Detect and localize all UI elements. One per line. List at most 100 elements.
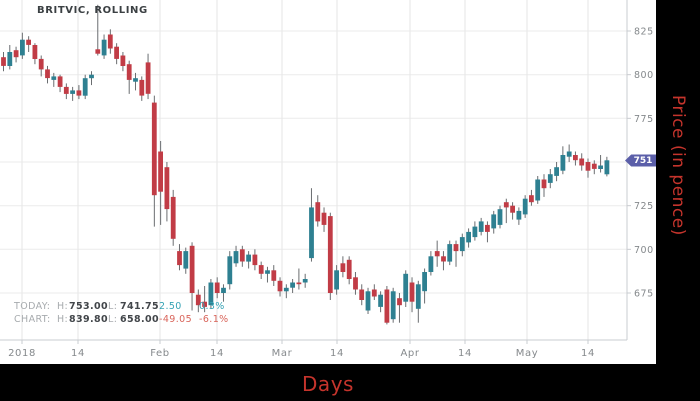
- candle[interactable]: [522, 195, 528, 218]
- candle[interactable]: [70, 86, 75, 101]
- candle[interactable]: [491, 210, 497, 234]
- candle[interactable]: [63, 83, 69, 100]
- candle[interactable]: [560, 146, 566, 175]
- candle[interactable]: [189, 242, 195, 311]
- candle[interactable]: [390, 287, 396, 323]
- candle[interactable]: [497, 205, 503, 229]
- x-axis-labels[interactable]: 2018 14 Feb 14 Mar 14 Apr 14 May 14: [8, 340, 595, 359]
- y-axis-labels[interactable]: 825 800 775 725 700 675: [627, 27, 654, 300]
- candle[interactable]: [453, 240, 459, 267]
- candle[interactable]: [107, 29, 113, 54]
- candle[interactable]: [252, 249, 258, 271]
- candle[interactable]: [277, 277, 283, 297]
- candle[interactable]: [503, 198, 509, 224]
- candle[interactable]: [415, 280, 421, 323]
- candle[interactable]: [7, 45, 13, 70]
- candle[interactable]: [378, 291, 383, 313]
- candle[interactable]: [101, 34, 107, 59]
- candle[interactable]: [145, 53, 151, 100]
- candle[interactable]: [271, 265, 277, 286]
- candle[interactable]: [177, 244, 182, 271]
- candle[interactable]: [164, 162, 170, 222]
- candle[interactable]: [38, 55, 44, 77]
- candle[interactable]: [126, 60, 132, 94]
- candle[interactable]: [120, 52, 126, 72]
- candle[interactable]: [485, 221, 490, 243]
- candle[interactable]: [258, 261, 264, 279]
- candle[interactable]: [133, 72, 138, 91]
- candle[interactable]: [158, 141, 163, 225]
- candle[interactable]: [302, 273, 308, 288]
- candle[interactable]: [315, 195, 321, 227]
- candle[interactable]: [321, 207, 327, 232]
- candlestick-chart[interactable]: 825 800 775 725 700 675 2018 14 Feb 14 Mar 14 Apr 14 M…: [0, 0, 656, 365]
- candle[interactable]: [510, 202, 515, 220]
- candle[interactable]: [428, 251, 434, 276]
- candle[interactable]: [227, 251, 233, 290]
- candle[interactable]: [45, 65, 50, 84]
- candle[interactable]: [214, 277, 220, 299]
- candle[interactable]: [26, 36, 31, 52]
- candle[interactable]: [604, 156, 610, 177]
- candle[interactable]: [397, 293, 402, 323]
- candle[interactable]: [208, 279, 214, 309]
- candle[interactable]: [296, 268, 302, 290]
- candle[interactable]: [221, 284, 226, 302]
- candle[interactable]: [459, 233, 465, 257]
- candle[interactable]: [233, 245, 239, 267]
- candle[interactable]: [541, 174, 547, 197]
- candle[interactable]: [202, 286, 207, 313]
- candle[interactable]: [529, 189, 534, 206]
- candle[interactable]: [114, 43, 119, 65]
- candle[interactable]: [466, 228, 471, 248]
- candle[interactable]: [183, 247, 189, 274]
- candle[interactable]: [239, 245, 245, 267]
- candle[interactable]: [447, 240, 453, 266]
- candle[interactable]: [554, 162, 559, 182]
- candle[interactable]: [566, 144, 572, 163]
- candle[interactable]: [409, 277, 415, 313]
- candles-series[interactable]: [1, 4, 610, 325]
- candle[interactable]: [13, 46, 19, 63]
- candle[interactable]: [76, 85, 82, 100]
- candle[interactable]: [170, 189, 176, 246]
- candle[interactable]: [384, 286, 390, 325]
- candle[interactable]: [346, 256, 352, 285]
- candle[interactable]: [403, 270, 409, 307]
- candle[interactable]: [20, 32, 25, 59]
- candle[interactable]: [51, 72, 57, 87]
- candle[interactable]: [585, 158, 591, 178]
- chart-plot-area[interactable]: 825 800 775 725 700 675 2018 14 Feb 14 Mar 14 Apr 14 M…: [0, 0, 656, 365]
- candle[interactable]: [516, 207, 522, 225]
- candle[interactable]: [591, 160, 597, 175]
- candle[interactable]: [246, 251, 251, 269]
- candle[interactable]: [195, 289, 201, 313]
- candle[interactable]: [309, 188, 314, 262]
- candle[interactable]: [82, 74, 88, 100]
- candle[interactable]: [265, 266, 270, 283]
- candle[interactable]: [598, 155, 603, 173]
- candle[interactable]: [353, 272, 358, 295]
- candle[interactable]: [139, 76, 145, 101]
- last-price-badge[interactable]: 751: [625, 154, 656, 167]
- candle[interactable]: [95, 4, 101, 56]
- candle[interactable]: [151, 95, 157, 227]
- candle[interactable]: [57, 74, 63, 93]
- candle[interactable]: [547, 169, 553, 189]
- candle[interactable]: [535, 176, 541, 204]
- candle[interactable]: [32, 43, 38, 65]
- candle[interactable]: [441, 251, 446, 271]
- candle[interactable]: [365, 287, 371, 314]
- candle[interactable]: [478, 217, 484, 236]
- candle[interactable]: [1, 52, 6, 72]
- candle[interactable]: [334, 265, 339, 295]
- candle[interactable]: [434, 240, 440, 267]
- candle[interactable]: [283, 284, 289, 299]
- candle[interactable]: [359, 284, 365, 306]
- candle[interactable]: [579, 153, 585, 171]
- candle[interactable]: [472, 221, 478, 241]
- candle[interactable]: [422, 268, 427, 304]
- candle[interactable]: [340, 256, 346, 278]
- candle[interactable]: [290, 279, 295, 293]
- candle[interactable]: [371, 284, 377, 300]
